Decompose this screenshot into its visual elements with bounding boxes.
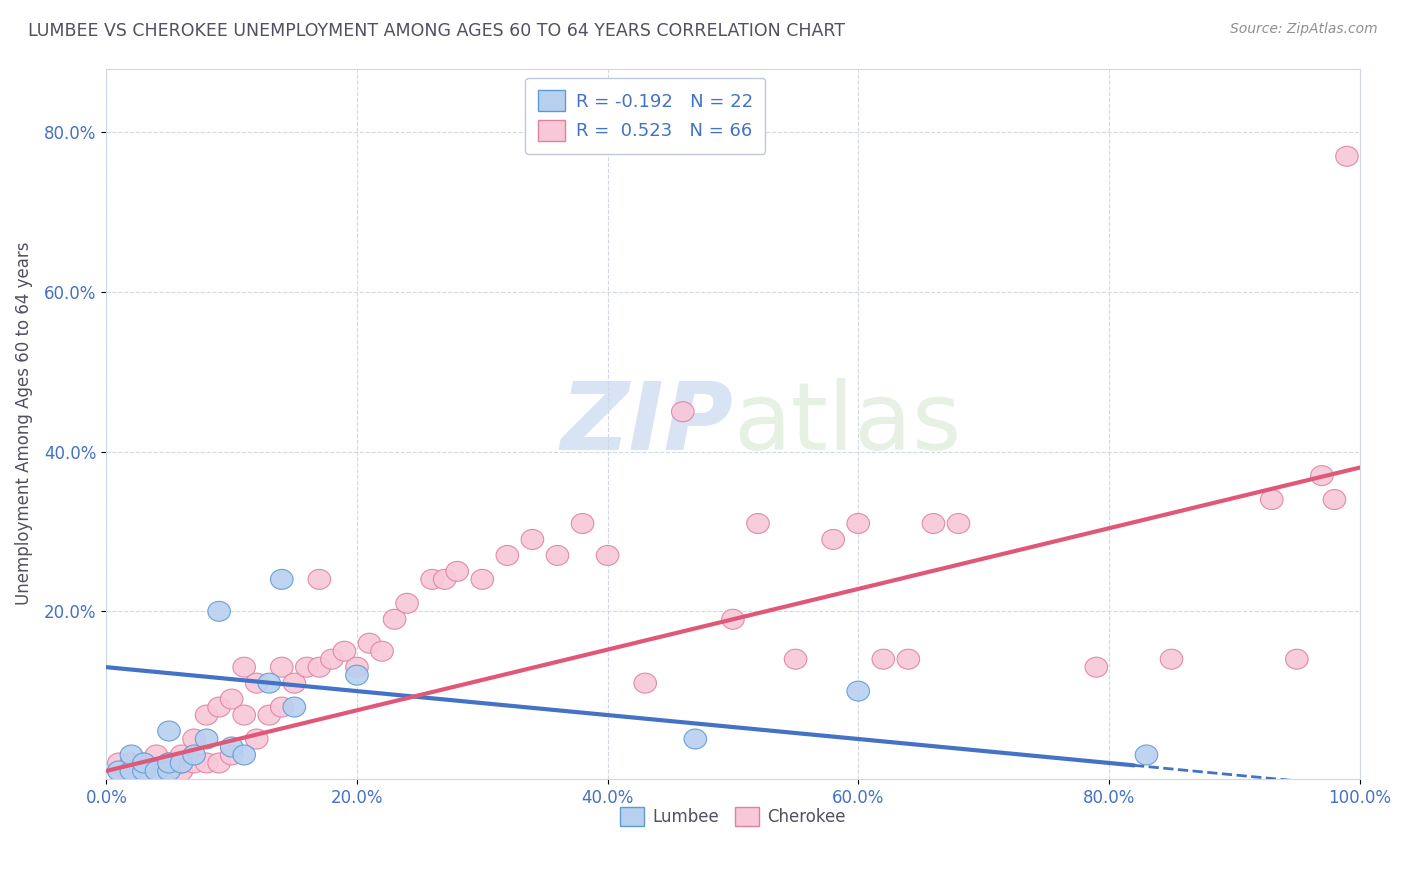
Ellipse shape [195,729,218,749]
Ellipse shape [496,545,519,566]
Ellipse shape [1085,657,1108,677]
Ellipse shape [157,753,180,773]
Ellipse shape [420,569,443,590]
Text: Source: ZipAtlas.com: Source: ZipAtlas.com [1230,22,1378,37]
Ellipse shape [922,514,945,533]
Ellipse shape [948,514,970,533]
Ellipse shape [522,530,544,549]
Ellipse shape [1135,745,1157,765]
Ellipse shape [170,761,193,780]
Ellipse shape [346,657,368,677]
Ellipse shape [221,745,243,765]
Ellipse shape [120,753,142,773]
Ellipse shape [471,569,494,590]
Ellipse shape [157,761,180,780]
Ellipse shape [433,569,456,590]
Text: ZIP: ZIP [560,377,733,470]
Ellipse shape [359,633,381,653]
Ellipse shape [270,569,292,590]
Ellipse shape [1160,649,1182,669]
Ellipse shape [233,657,256,677]
Ellipse shape [120,745,142,765]
Ellipse shape [132,753,155,773]
Ellipse shape [295,657,318,677]
Ellipse shape [897,649,920,669]
Ellipse shape [145,745,167,765]
Ellipse shape [571,514,593,533]
Ellipse shape [183,753,205,773]
Text: LUMBEE VS CHEROKEE UNEMPLOYMENT AMONG AGES 60 TO 64 YEARS CORRELATION CHART: LUMBEE VS CHEROKEE UNEMPLOYMENT AMONG AG… [28,22,845,40]
Ellipse shape [208,698,231,717]
Ellipse shape [108,761,131,780]
Ellipse shape [132,761,155,780]
Ellipse shape [872,649,894,669]
Ellipse shape [170,753,193,773]
Ellipse shape [145,761,167,780]
Ellipse shape [1336,146,1358,166]
Ellipse shape [308,657,330,677]
Ellipse shape [283,673,305,693]
Ellipse shape [634,673,657,693]
Ellipse shape [157,761,180,780]
Ellipse shape [195,753,218,773]
Ellipse shape [145,761,167,780]
Ellipse shape [157,753,180,773]
Ellipse shape [257,673,281,693]
Ellipse shape [233,705,256,725]
Y-axis label: Unemployment Among Ages 60 to 64 years: Unemployment Among Ages 60 to 64 years [15,242,32,606]
Ellipse shape [120,761,142,780]
Ellipse shape [208,601,231,621]
Ellipse shape [208,753,231,773]
Ellipse shape [1323,490,1346,509]
Text: atlas: atlas [733,377,962,470]
Ellipse shape [270,657,292,677]
Ellipse shape [823,530,845,549]
Ellipse shape [221,690,243,709]
Ellipse shape [672,401,695,422]
Ellipse shape [257,705,281,725]
Ellipse shape [1285,649,1308,669]
Ellipse shape [170,753,193,773]
Ellipse shape [846,681,869,701]
Ellipse shape [371,641,394,661]
Ellipse shape [346,665,368,685]
Ellipse shape [308,569,330,590]
Ellipse shape [183,745,205,765]
Ellipse shape [246,673,269,693]
Ellipse shape [132,753,155,773]
Ellipse shape [270,698,292,717]
Ellipse shape [283,698,305,717]
Ellipse shape [846,514,869,533]
Ellipse shape [546,545,569,566]
Ellipse shape [120,761,142,780]
Ellipse shape [785,649,807,669]
Ellipse shape [1310,466,1333,485]
Ellipse shape [747,514,769,533]
Ellipse shape [170,745,193,765]
Ellipse shape [333,641,356,661]
Ellipse shape [108,753,131,773]
Ellipse shape [233,745,256,765]
Ellipse shape [396,593,419,614]
Ellipse shape [195,705,218,725]
Ellipse shape [721,609,744,629]
Legend: Lumbee, Cherokee: Lumbee, Cherokee [612,798,853,835]
Ellipse shape [685,729,707,749]
Ellipse shape [446,561,468,582]
Ellipse shape [108,761,131,780]
Ellipse shape [246,729,269,749]
Ellipse shape [221,737,243,757]
Ellipse shape [1261,490,1284,509]
Ellipse shape [321,649,343,669]
Ellipse shape [183,729,205,749]
Ellipse shape [384,609,406,629]
Ellipse shape [157,721,180,741]
Ellipse shape [132,761,155,780]
Ellipse shape [596,545,619,566]
